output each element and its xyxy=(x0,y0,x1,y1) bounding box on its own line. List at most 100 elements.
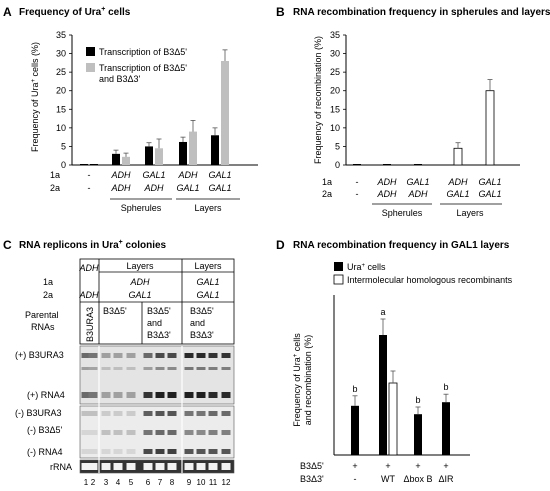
panel-c-band xyxy=(155,353,165,358)
panel-c-title: RNA replicons in Ura+ colonies xyxy=(19,239,167,251)
panel-d-title: RNA recombination frequency in GAL1 laye… xyxy=(293,240,510,251)
panel-c-lane-number: 3 xyxy=(104,478,109,487)
panel-d-legend-swatch-2 xyxy=(333,274,344,285)
panel-a-ylabel: Frequency of Ura+ cells (%) xyxy=(30,42,40,152)
panel-b-row1-cell: - xyxy=(356,177,359,187)
panel-b-ytick-label: 0 xyxy=(335,160,340,170)
panel-c-header-frame xyxy=(79,258,235,345)
panel-d-letter: D xyxy=(276,238,285,252)
panel-c-band xyxy=(143,353,153,358)
panel-c-band xyxy=(143,463,153,470)
panel-a-bar xyxy=(155,148,163,165)
panel-c-band xyxy=(196,411,206,416)
panel-c-lane-number: 7 xyxy=(158,478,163,487)
panel-b-ytick-label: 30 xyxy=(330,49,340,59)
panel-c-band xyxy=(221,411,231,416)
panel-c-band xyxy=(81,392,91,398)
panel-b-row1-cell: ADH xyxy=(376,177,397,187)
panel-d-bar xyxy=(351,405,359,455)
panel-c-lane-number: 9 xyxy=(187,478,192,487)
panel-c-band xyxy=(81,367,91,370)
panel-a-legend-label-1: Transcription of B3Δ5' xyxy=(99,47,187,57)
panel-c-band xyxy=(101,430,111,435)
panel-a-ytick-label: 0 xyxy=(61,160,66,170)
panel-c-band xyxy=(155,430,165,435)
panel-c-band xyxy=(208,449,218,454)
panel-c-band xyxy=(167,411,177,416)
panel-c-band xyxy=(81,353,91,358)
panel-c-band xyxy=(126,367,136,370)
panel-c-band xyxy=(221,463,231,470)
panel-b-ytick-label: 10 xyxy=(330,123,340,133)
panel-a-legend-label-2a: Transcription of B3Δ5' xyxy=(99,63,187,73)
panel-c-band xyxy=(208,367,218,370)
panel-d-significance-label: b xyxy=(415,395,420,405)
panel-c-band xyxy=(155,463,165,470)
panel-c-band xyxy=(155,449,165,454)
panel-d-legend-label-2: Intermolecular homologous recombinants xyxy=(347,275,513,285)
panel-c-band xyxy=(88,463,98,470)
panel-c-band xyxy=(101,392,111,398)
panel-d-row1-cell: + xyxy=(443,461,448,471)
panel-d-row2-label: B3Δ3' xyxy=(300,474,324,484)
panel-a-row2-cell: GAL1 xyxy=(208,183,231,193)
panel-c-band xyxy=(126,449,136,454)
panel-c-band xyxy=(184,353,194,358)
panel-a-ytick-label: 25 xyxy=(56,67,66,77)
panel-b-ylabel: Frequency of recombination (%) xyxy=(313,36,323,164)
panel-b-ytick-label: 5 xyxy=(335,141,340,151)
panel-b-group1-label: Spherules xyxy=(382,208,423,218)
panel-b-group2-label: Layers xyxy=(456,208,484,218)
panel-a-bar xyxy=(211,135,219,165)
panel-a-row1-label: 1a xyxy=(50,170,60,180)
panel-c-band-minus-b3ura3: (-) B3URA3 xyxy=(15,408,62,418)
panel-c-band xyxy=(208,392,218,398)
panel-c-row3-label-b: RNAs xyxy=(31,322,55,332)
panel-c-col2-1a: ADH xyxy=(129,277,150,287)
panel-c-col1-1a: ADH xyxy=(78,263,99,273)
panel-c-lane-number: 10 xyxy=(197,478,206,487)
panel-c-rna-b3d5: B3Δ5' xyxy=(103,306,127,316)
panel-c-band-minus-b3d5: (-) B3Δ5' xyxy=(27,425,63,435)
panel-b-row2-cell: - xyxy=(356,189,359,199)
panel-c-band xyxy=(88,367,98,370)
panel-b-row1-cell: ADH xyxy=(447,177,468,187)
panel-c-band xyxy=(126,353,136,358)
panel-c-band-plus-rna4: (+) RNA4 xyxy=(27,390,65,400)
panel-c-band xyxy=(88,430,98,435)
panel-c-band xyxy=(101,367,111,370)
panel-c-band xyxy=(208,430,218,435)
panel-d-significance-label: b xyxy=(352,384,357,394)
panel-c-band xyxy=(113,367,123,370)
panel-b-row1-cell: GAL1 xyxy=(478,177,501,187)
panel-a-row2-cell: GAL1 xyxy=(176,183,199,193)
panel-a-row1-cell: ADH xyxy=(177,170,198,180)
panel-d-bar xyxy=(442,402,450,455)
panel-c-band xyxy=(113,353,123,358)
panel-c-rna-b3ura3: B3URA3 xyxy=(85,307,95,342)
panel-d-ylabel-2: and recombination (%) xyxy=(303,335,313,426)
panel-c-band xyxy=(113,430,123,435)
panel-c-rna-both2-b: and xyxy=(190,318,205,328)
panel-d-row1-cell: + xyxy=(352,461,357,471)
panel-c-band xyxy=(101,353,111,358)
panel-c-band xyxy=(113,463,123,470)
panel-d-bar xyxy=(379,335,387,455)
panel-d-row2-cell: ΔIR xyxy=(438,474,454,484)
panel-c-band xyxy=(143,430,153,435)
panel-a-group2-label: Layers xyxy=(194,203,222,213)
panel-c-band xyxy=(221,367,231,370)
panel-c-band xyxy=(208,463,218,470)
panel-b-row2-cell: GAL1 xyxy=(446,189,469,199)
panel-b-row1-label: 1a xyxy=(322,177,332,187)
panel-a-letter: A xyxy=(3,5,12,19)
panel-c-lane-number: 11 xyxy=(209,478,218,487)
panel-c-col2-2a: GAL1 xyxy=(128,290,151,300)
panel-c-band xyxy=(143,411,153,416)
panel-a-row1-cell: GAL1 xyxy=(142,170,165,180)
panel-c-band xyxy=(196,463,206,470)
panel-d-row2-cell: - xyxy=(354,474,357,484)
panel-c-band xyxy=(208,353,218,358)
panel-b-row2-cell: ADH xyxy=(407,189,428,199)
panel-a-row1-cell: - xyxy=(88,170,91,180)
